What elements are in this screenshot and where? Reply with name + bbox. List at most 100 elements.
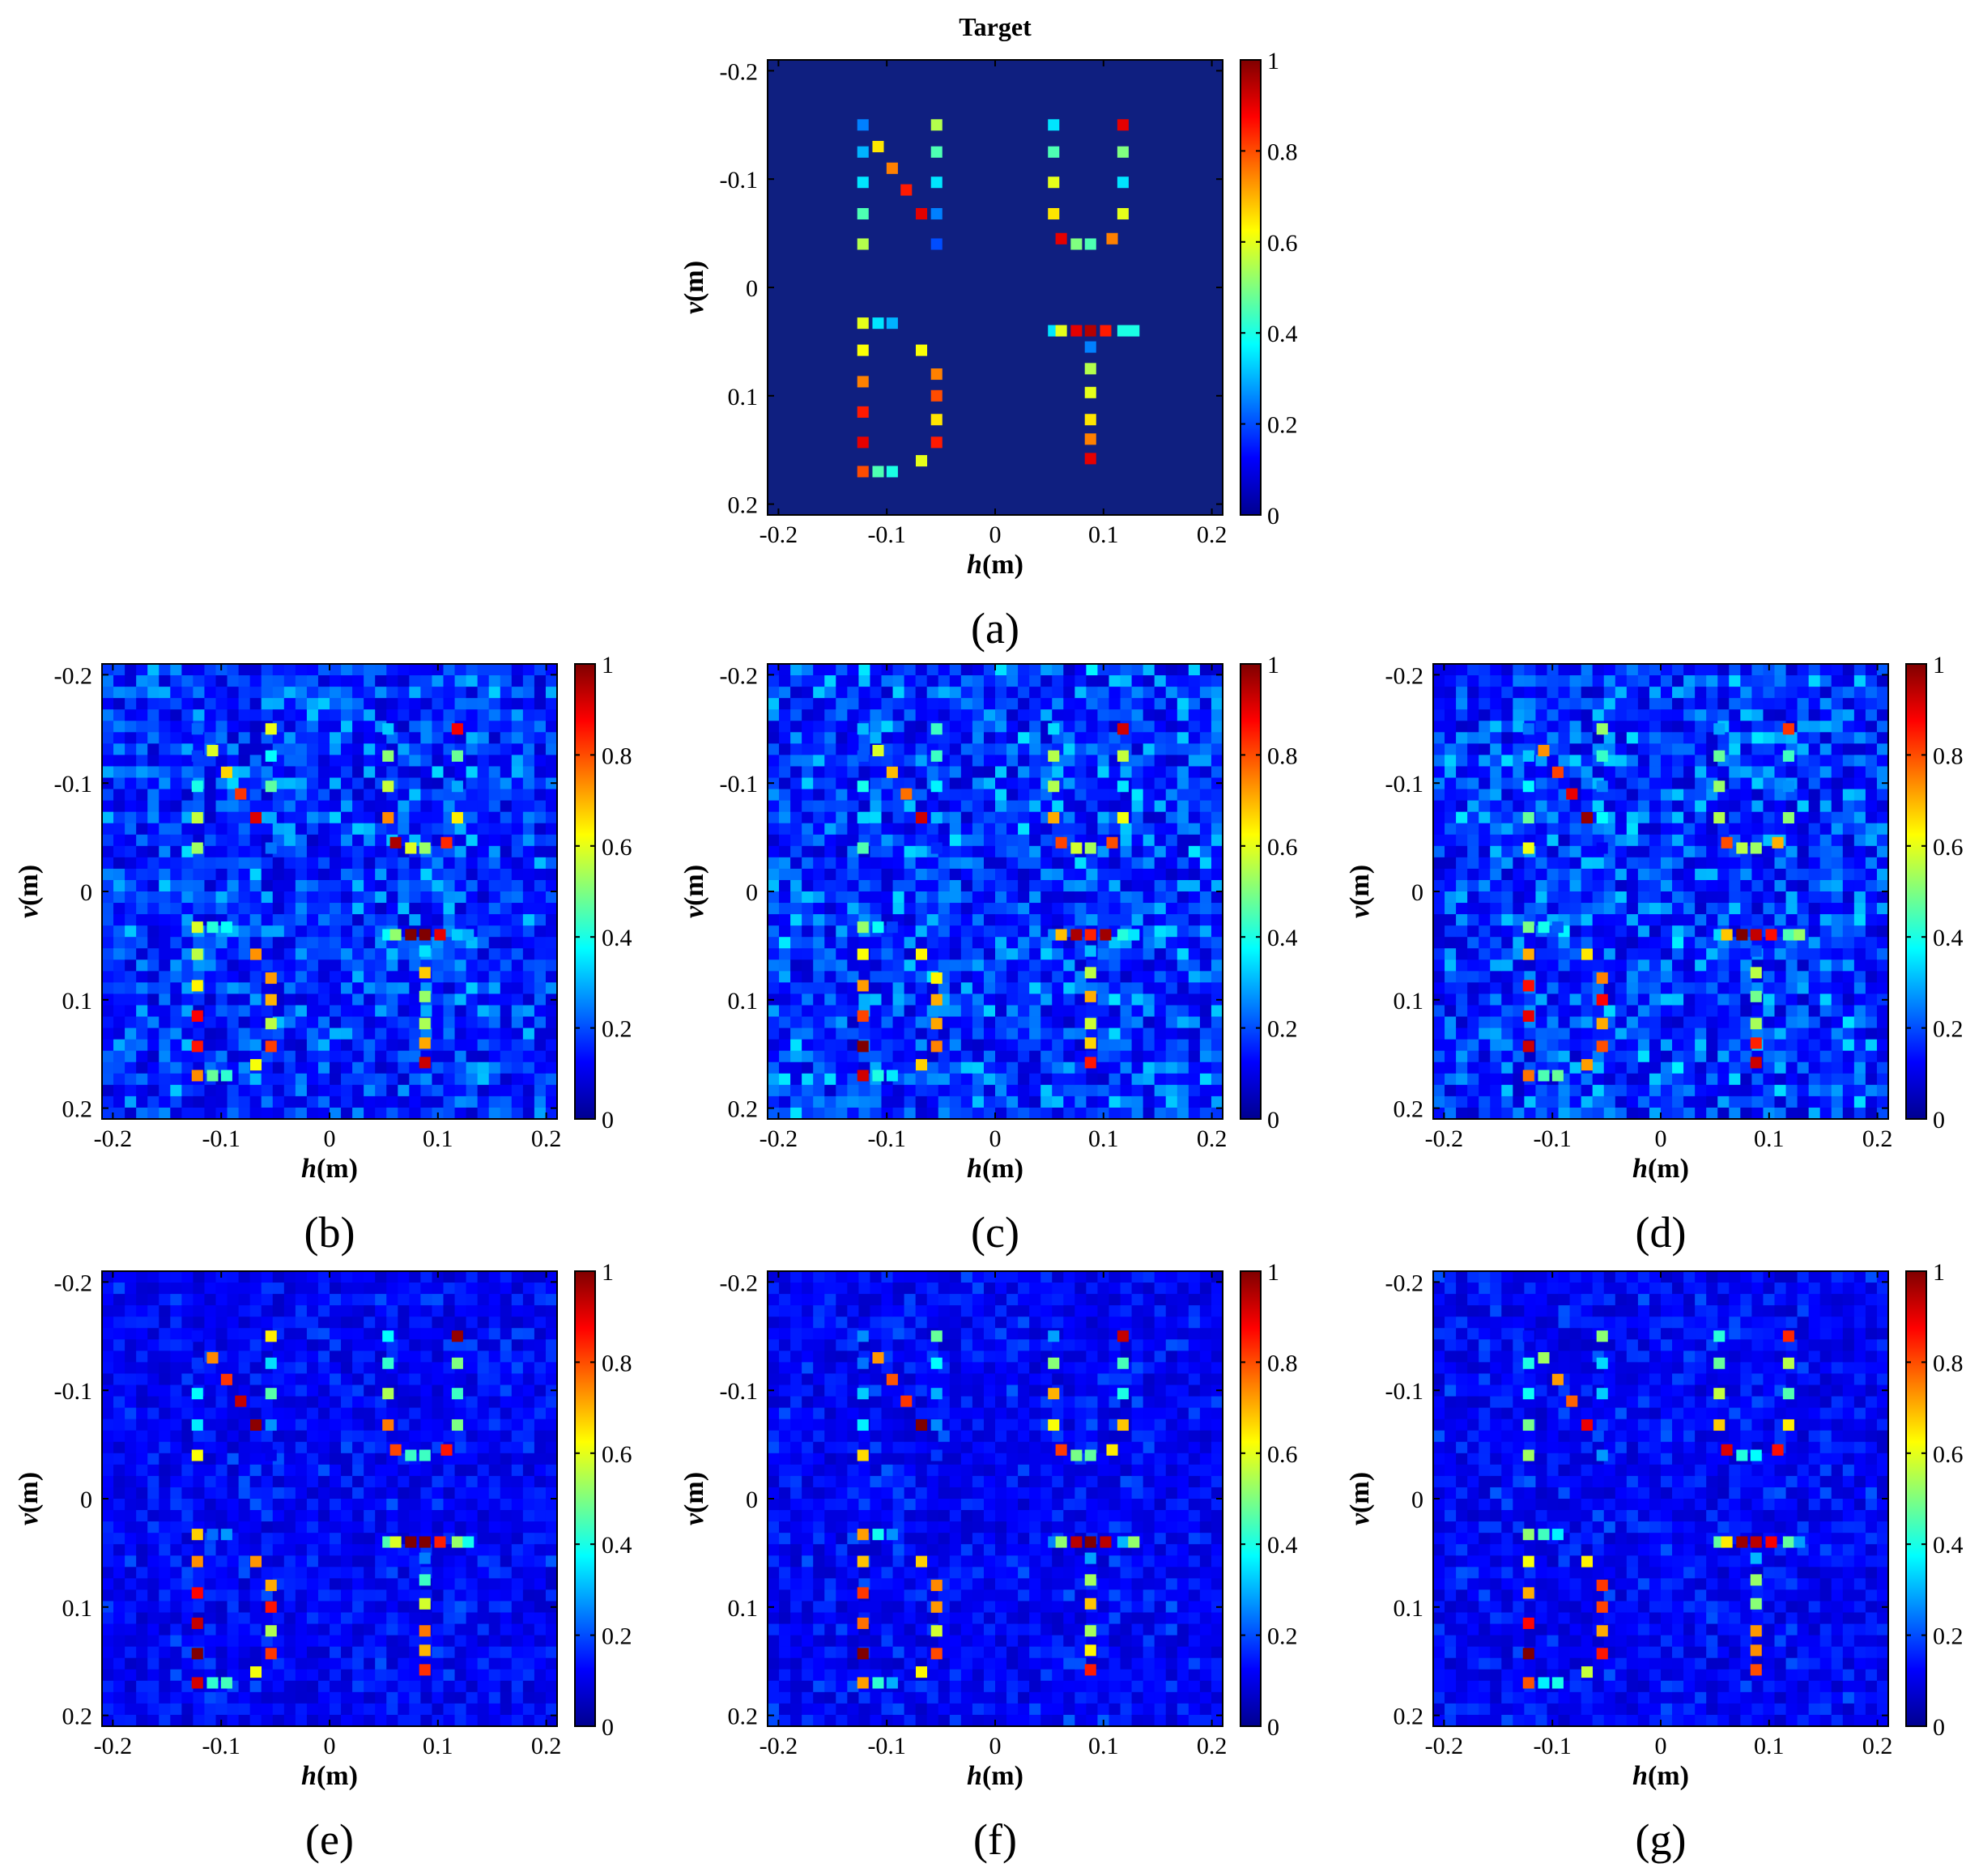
noise-cell bbox=[306, 743, 319, 755]
noise-cell bbox=[1188, 709, 1201, 721]
noise-cell bbox=[1063, 664, 1075, 676]
scatterer-point bbox=[1117, 325, 1129, 337]
noise-cell bbox=[443, 1084, 455, 1097]
noise-cell bbox=[1006, 971, 1019, 983]
noise-cell bbox=[1797, 868, 1810, 881]
noise-cell bbox=[1143, 698, 1155, 710]
noise-cell bbox=[836, 857, 848, 870]
noise-cell bbox=[1717, 982, 1730, 994]
noise-cell bbox=[1637, 1005, 1650, 1017]
noise-cell bbox=[824, 845, 836, 858]
noise-cell bbox=[1649, 857, 1662, 870]
noise-cell bbox=[386, 732, 398, 744]
noise-cell bbox=[1592, 903, 1605, 915]
noise-cell bbox=[443, 1005, 455, 1017]
noise-cell bbox=[1063, 823, 1075, 836]
noise-cell bbox=[500, 743, 513, 755]
noise-cell bbox=[306, 800, 319, 813]
noise-cell bbox=[1808, 732, 1821, 744]
noise-cell bbox=[1649, 709, 1662, 721]
noise-cell bbox=[295, 675, 308, 687]
noise-cell bbox=[1490, 1095, 1502, 1108]
noise-cell bbox=[949, 698, 962, 710]
noise-cell bbox=[386, 948, 398, 960]
noise-cell bbox=[1649, 993, 1662, 1006]
noise-cell bbox=[790, 993, 802, 1006]
noise-cell bbox=[147, 914, 160, 926]
noise-cell bbox=[147, 721, 160, 733]
noise-cell bbox=[306, 1095, 319, 1108]
noise-cell bbox=[477, 1095, 490, 1108]
noise-cell bbox=[1774, 823, 1786, 836]
noise-cell bbox=[1842, 823, 1855, 836]
noise-cell bbox=[960, 766, 973, 778]
noise-cell bbox=[1535, 1107, 1547, 1120]
scatterer-point bbox=[915, 1059, 928, 1071]
noise-cell bbox=[272, 868, 285, 881]
noise-cell bbox=[779, 823, 791, 836]
noise-cell bbox=[904, 1027, 917, 1040]
noise-cell bbox=[1683, 834, 1696, 847]
noise-cell bbox=[1006, 914, 1019, 926]
noise-cell bbox=[960, 811, 973, 824]
noise-cell bbox=[983, 891, 996, 904]
noise-cell bbox=[1501, 914, 1513, 926]
noise-cell bbox=[1661, 1084, 1673, 1097]
noise-cell bbox=[125, 1027, 137, 1040]
noise-cell bbox=[545, 664, 558, 676]
x-tick-label: 0.1 bbox=[423, 1125, 453, 1152]
noise-cell bbox=[1831, 766, 1844, 778]
noise-cell bbox=[420, 687, 432, 699]
scatterer-point bbox=[1117, 207, 1129, 220]
noise-cell bbox=[545, 1027, 558, 1040]
noise-cell bbox=[1695, 845, 1707, 858]
noise-cell bbox=[534, 1095, 547, 1108]
scatterer-point bbox=[1100, 929, 1112, 941]
noise-cell bbox=[125, 709, 137, 721]
noise-cell bbox=[534, 766, 547, 778]
noise-cell bbox=[995, 834, 1007, 847]
noise-cell bbox=[938, 1005, 951, 1017]
noise-cell bbox=[1131, 766, 1144, 778]
noise-cell bbox=[511, 982, 524, 994]
noise-cell bbox=[813, 914, 825, 926]
noise-cell bbox=[181, 709, 194, 721]
noise-cell bbox=[1547, 823, 1559, 836]
noise-cell bbox=[193, 879, 205, 892]
noise-cell bbox=[330, 766, 342, 778]
noise-cell bbox=[1433, 1084, 1445, 1097]
noise-cell bbox=[1143, 925, 1155, 938]
noise-cell bbox=[1774, 709, 1786, 721]
noise-cell bbox=[1831, 914, 1844, 926]
noise-cell bbox=[1535, 664, 1547, 676]
noise-cell bbox=[1188, 675, 1201, 687]
noise-cell bbox=[915, 1095, 928, 1108]
noise-cell bbox=[306, 1039, 319, 1052]
noise-cell bbox=[283, 937, 296, 949]
noise-cell bbox=[1831, 1107, 1844, 1120]
noise-cell bbox=[768, 914, 780, 926]
noise-cell bbox=[1086, 914, 1098, 926]
noise-cell bbox=[1524, 732, 1536, 744]
noise-cell bbox=[330, 982, 342, 994]
noise-cell bbox=[949, 959, 962, 972]
noise-cell bbox=[249, 982, 262, 994]
noise-cell bbox=[1445, 948, 1457, 960]
noise-cell bbox=[983, 903, 996, 915]
noise-cell bbox=[1445, 879, 1457, 892]
noise-cell bbox=[870, 971, 882, 983]
noise-cell bbox=[522, 971, 535, 983]
noise-cell bbox=[443, 868, 455, 881]
noise-cell bbox=[352, 925, 364, 938]
scatterer-point bbox=[440, 836, 453, 849]
noise-cell bbox=[364, 982, 376, 994]
noise-cell bbox=[1626, 971, 1639, 983]
noise-cell bbox=[1018, 1084, 1030, 1097]
noise-cell bbox=[1165, 914, 1178, 926]
noise-cell bbox=[1797, 675, 1810, 687]
noise-cell bbox=[779, 766, 791, 778]
noise-cell bbox=[102, 1039, 114, 1052]
noise-cell bbox=[926, 664, 939, 676]
noise-cell bbox=[181, 903, 194, 915]
noise-cell bbox=[1729, 1005, 1741, 1017]
